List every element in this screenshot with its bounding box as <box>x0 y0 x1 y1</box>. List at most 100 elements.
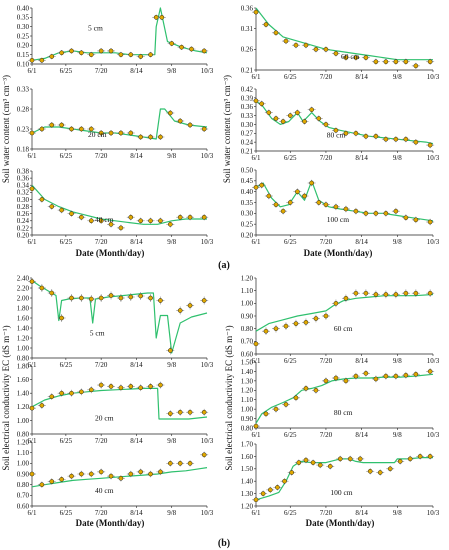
x-tick-label: 8/14 <box>355 509 368 517</box>
observed-point <box>189 46 194 52</box>
observed-point <box>128 130 134 136</box>
observed-point <box>427 290 433 296</box>
observed-point <box>383 373 389 379</box>
observed-point <box>310 460 316 465</box>
y-tick-label: 1.60 <box>241 453 254 461</box>
observed-point <box>128 52 134 58</box>
x-tick-label: 6/25 <box>284 357 297 365</box>
depth-label: 80 cm <box>327 130 346 139</box>
observed-point <box>427 454 433 459</box>
x-tick-label: 9/8 <box>393 238 402 246</box>
observed-point <box>417 454 423 459</box>
observed-point <box>353 208 359 214</box>
y-tick-label: 2.00 <box>17 294 30 302</box>
x-tick-label: 6/25 <box>60 437 73 445</box>
x-tick-label: 9/8 <box>167 437 176 445</box>
y-tick-label: 0.80 <box>17 354 30 362</box>
observed-point <box>118 385 124 391</box>
x-tick-label: 6/25 <box>284 238 297 246</box>
x-tick-label: 7/20 <box>95 152 108 160</box>
observed-point <box>69 390 74 396</box>
chart-swc_20: 0.18 0.23 0.28 0.33 6/1 6/25 7/20 8/14 9/8 10/3 20… <box>17 85 214 160</box>
observed-point <box>128 471 134 477</box>
observed-point <box>187 409 193 415</box>
observed-point <box>353 130 359 136</box>
observed-point <box>201 214 207 220</box>
observed-point <box>59 207 64 213</box>
observed-point <box>88 126 94 132</box>
y-tick-label: 1.40 <box>17 324 30 332</box>
observed-point <box>283 402 289 407</box>
panel-b-xlabel-left: Date (Month/day) <box>76 518 145 528</box>
observed-point <box>413 217 419 223</box>
x-tick-label: 6/25 <box>60 152 73 160</box>
observed-point <box>118 130 124 136</box>
observed-point <box>201 126 207 132</box>
x-tick-label: 9/8 <box>167 67 176 75</box>
observed-point <box>128 294 134 300</box>
y-tick-label: 0.20 <box>17 231 30 239</box>
observed-point <box>273 326 279 332</box>
observed-point <box>383 136 389 142</box>
observed-point <box>323 202 329 208</box>
observed-point <box>138 293 144 299</box>
observed-point <box>79 295 84 301</box>
x-tick-label: 7/20 <box>320 431 333 439</box>
y-tick-label: 0.30 <box>241 210 254 218</box>
observed-point <box>79 126 84 132</box>
observed-point <box>343 295 349 301</box>
observed-point <box>29 186 35 192</box>
y-tick-label: 0.90 <box>241 415 254 423</box>
observed-point <box>39 482 45 488</box>
depth-label: 60 cm <box>334 324 353 333</box>
x-tick-label: 6/1 <box>252 509 261 517</box>
observed-point <box>108 293 114 298</box>
y-tick-label: 0.80 <box>241 325 254 333</box>
observed-point <box>88 218 94 224</box>
observed-point <box>323 122 329 127</box>
observed-point <box>148 471 153 477</box>
y-tick-label: 1.30 <box>241 377 254 385</box>
y-tick-label: 0.32 <box>17 189 30 197</box>
observed-point <box>383 292 389 297</box>
y-tick-label: 0.28 <box>17 105 30 113</box>
observed-point <box>138 54 144 59</box>
observed-point <box>273 116 279 121</box>
y-tick-label: 0.35 <box>17 14 30 22</box>
y-tick-label: 0.22 <box>17 224 30 232</box>
x-tick-label: 6/1 <box>28 67 37 75</box>
y-tick-label: 1.20 <box>241 502 254 510</box>
observed-point <box>273 30 279 36</box>
observed-point <box>377 470 383 475</box>
observed-point <box>259 101 265 107</box>
x-tick-label: 6/1 <box>28 238 37 246</box>
y-tick-label: 0.30 <box>17 23 30 31</box>
x-tick-label: 6/1 <box>28 361 37 369</box>
x-tick-label: 8/14 <box>355 73 368 81</box>
y-tick-label: 0.70 <box>17 492 30 500</box>
observed-point <box>302 119 307 124</box>
y-tick-label: 0.25 <box>241 221 254 229</box>
x-tick-label: 7/20 <box>95 509 108 517</box>
model-line <box>255 7 433 61</box>
observed-point <box>287 200 293 205</box>
observed-point <box>323 313 329 319</box>
y-tick-label: 0.50 <box>241 166 254 174</box>
y-tick-label: 0.20 <box>241 231 254 239</box>
panel-b-xlabel-right: Date (Month/day) <box>306 518 375 528</box>
observed-point <box>158 298 163 303</box>
observed-point <box>148 384 153 389</box>
observed-point <box>59 122 64 128</box>
y-tick-label: 1.80 <box>17 362 30 370</box>
observed-point <box>128 384 134 389</box>
observed-point <box>88 387 94 393</box>
observed-point <box>317 462 323 468</box>
observed-point <box>158 134 163 140</box>
x-tick-label: 8/14 <box>130 152 143 160</box>
observed-point <box>260 491 266 496</box>
observed-point <box>403 372 409 378</box>
x-tick-label: 6/25 <box>60 238 73 246</box>
observed-point <box>287 113 293 118</box>
observed-point <box>363 370 369 376</box>
observed-point <box>148 134 153 140</box>
